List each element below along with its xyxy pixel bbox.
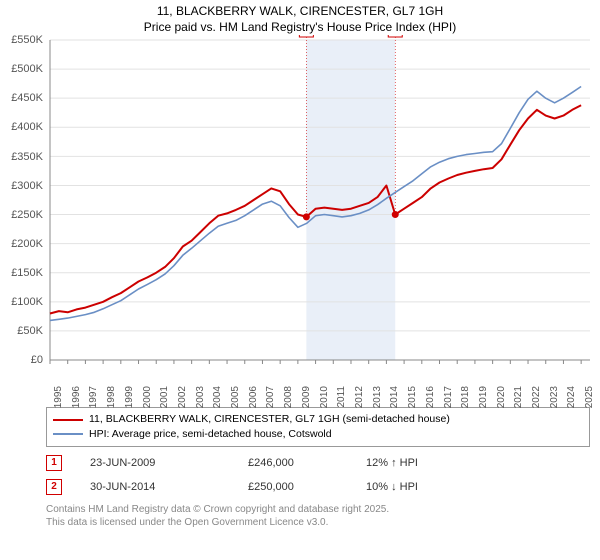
marker-dot-1 — [303, 214, 310, 221]
ytick-label: £200K — [11, 238, 43, 250]
chart-title: 11, BLACKBERRY WALK, CIRENCESTER, GL7 1G… — [0, 0, 600, 35]
chart-svg: 12 — [0, 35, 600, 405]
transaction-marker: 2 — [46, 479, 62, 495]
transaction-row: 2 30-JUN-2014 £250,000 10% ↓ HPI — [46, 479, 590, 495]
footer: Contains HM Land Registry data © Crown c… — [46, 503, 590, 529]
transaction-date: 23-JUN-2009 — [90, 457, 220, 469]
legend-item: HPI: Average price, semi-detached house,… — [53, 427, 583, 442]
transaction-price: £250,000 — [248, 481, 338, 493]
ytick-label: £100K — [11, 296, 43, 308]
transaction-delta: 12% ↑ HPI — [366, 457, 466, 469]
xtick-label: 2016 — [425, 386, 436, 408]
marker-num-2: 2 — [392, 35, 398, 37]
xtick-label: 2000 — [142, 386, 153, 408]
title-line-2: Price paid vs. HM Land Registry's House … — [0, 20, 600, 36]
xtick-label: 2010 — [319, 386, 330, 408]
legend-item: 11, BLACKBERRY WALK, CIRENCESTER, GL7 1G… — [53, 412, 583, 427]
chart-plot-area: 12 £0£50K£100K£150K£200K£250K£300K£350K£… — [0, 35, 600, 405]
transaction-row: 1 23-JUN-2009 £246,000 12% ↑ HPI — [46, 455, 590, 471]
xtick-label: 2006 — [248, 386, 259, 408]
xtick-label: 2011 — [336, 386, 347, 408]
xtick-label: 2003 — [195, 386, 206, 408]
legend-swatch — [53, 433, 83, 435]
legend: 11, BLACKBERRY WALK, CIRENCESTER, GL7 1G… — [46, 407, 590, 446]
xtick-label: 1995 — [53, 386, 64, 408]
xtick-label: 2004 — [212, 386, 223, 408]
ytick-label: £450K — [11, 92, 43, 104]
footer-line-2: This data is licensed under the Open Gov… — [46, 516, 590, 529]
ytick-label: £550K — [11, 34, 43, 46]
xtick-label: 1996 — [71, 386, 82, 408]
xtick-label: 2012 — [354, 386, 365, 408]
xtick-label: 2019 — [478, 386, 489, 408]
ytick-label: £500K — [11, 63, 43, 75]
xtick-label: 2024 — [566, 386, 577, 408]
marker-num-1: 1 — [304, 35, 310, 37]
transaction-date: 30-JUN-2014 — [90, 481, 220, 493]
xtick-label: 2008 — [283, 386, 294, 408]
transaction-delta: 10% ↓ HPI — [366, 481, 466, 493]
xtick-label: 2018 — [460, 386, 471, 408]
xtick-label: 2005 — [230, 386, 241, 408]
highlight-band — [306, 40, 395, 360]
xtick-label: 1998 — [106, 386, 117, 408]
ytick-label: £50K — [17, 325, 43, 337]
xtick-label: 2021 — [513, 386, 524, 408]
xtick-label: 2017 — [443, 386, 454, 408]
xtick-label: 1999 — [124, 386, 135, 408]
xtick-label: 1997 — [88, 386, 99, 408]
xtick-label: 2022 — [531, 386, 542, 408]
legend-label: HPI: Average price, semi-detached house,… — [89, 427, 332, 442]
title-line-1: 11, BLACKBERRY WALK, CIRENCESTER, GL7 1G… — [0, 4, 600, 20]
ytick-label: £150K — [11, 267, 43, 279]
xtick-label: 2014 — [389, 386, 400, 408]
transaction-marker: 1 — [46, 455, 62, 471]
xtick-label: 2015 — [407, 386, 418, 408]
legend-swatch — [53, 419, 83, 421]
marker-dot-2 — [392, 211, 399, 218]
transaction-price: £246,000 — [248, 457, 338, 469]
ytick-label: £250K — [11, 209, 43, 221]
ytick-label: £0 — [31, 354, 43, 366]
ytick-label: £300K — [11, 180, 43, 192]
legend-label: 11, BLACKBERRY WALK, CIRENCESTER, GL7 1G… — [89, 412, 450, 427]
xtick-label: 2013 — [372, 386, 383, 408]
xtick-label: 2025 — [584, 386, 595, 408]
ytick-label: £350K — [11, 151, 43, 163]
xtick-label: 2001 — [159, 386, 170, 408]
footer-line-1: Contains HM Land Registry data © Crown c… — [46, 503, 590, 516]
xtick-label: 2023 — [549, 386, 560, 408]
xtick-label: 2009 — [301, 386, 312, 408]
xtick-label: 2007 — [265, 386, 276, 408]
xtick-label: 2002 — [177, 386, 188, 408]
ytick-label: £400K — [11, 121, 43, 133]
xtick-label: 2020 — [496, 386, 507, 408]
